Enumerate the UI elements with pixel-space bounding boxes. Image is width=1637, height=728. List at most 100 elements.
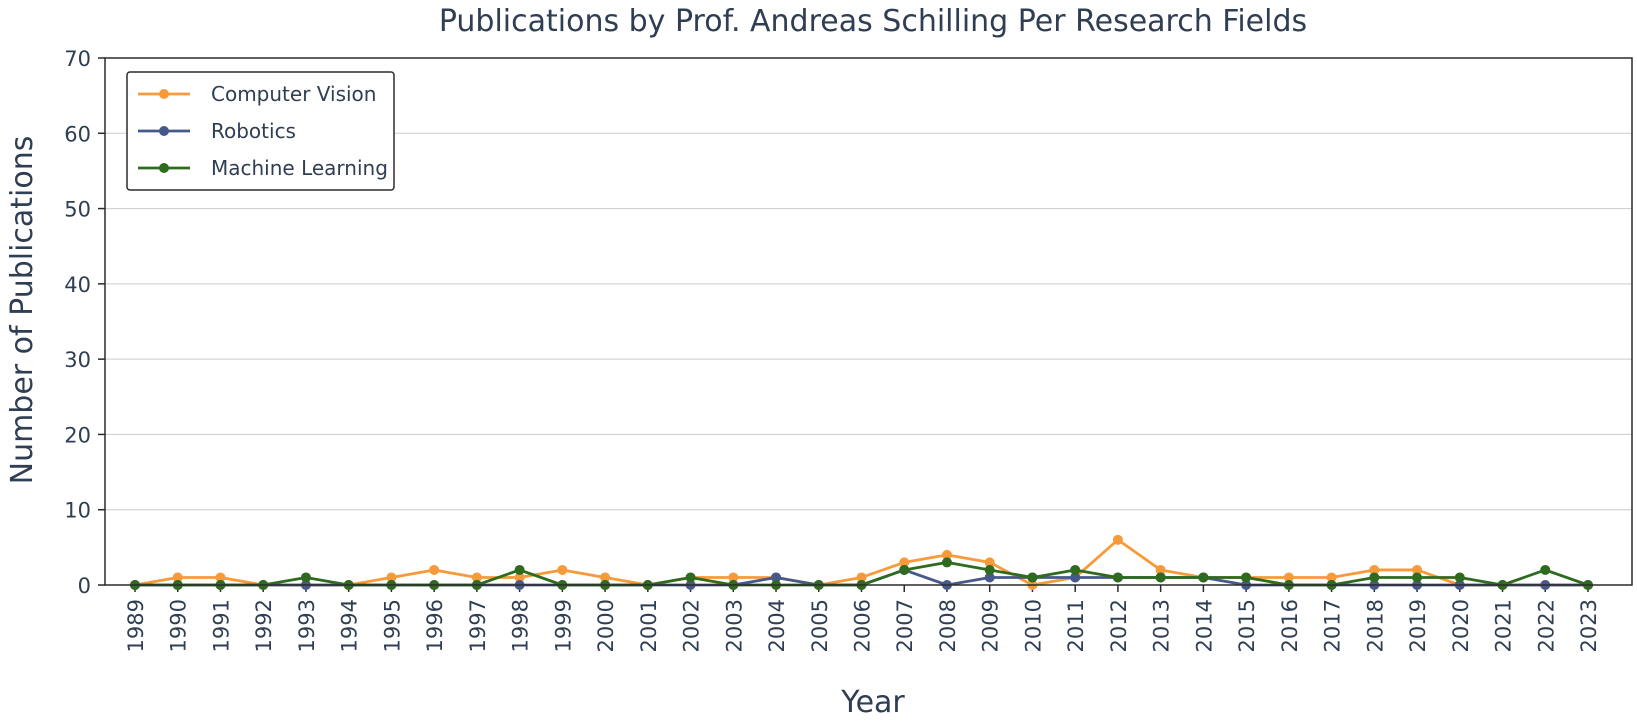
- x-tick-label: 2014: [1192, 599, 1216, 652]
- x-tick-label: 1992: [252, 599, 276, 652]
- x-tick-label: 1996: [423, 599, 447, 652]
- data-point: [300, 572, 311, 583]
- data-point: [1155, 564, 1166, 575]
- legend-item: Robotics: [138, 119, 296, 143]
- x-tick-label: 2007: [893, 599, 917, 652]
- x-tick-label: 2019: [1406, 599, 1430, 652]
- x-tick-label: 2017: [1321, 599, 1345, 652]
- x-axis: 1989 1990 1991 1992 1993 1994 1995 1996 1997 1998…: [124, 585, 1601, 652]
- y-tick-label: 20: [64, 423, 91, 447]
- x-tick-label: 1994: [338, 599, 362, 652]
- y-tick-label: 30: [64, 348, 91, 372]
- data-point: [1070, 564, 1081, 575]
- legend-swatch-marker: [159, 89, 169, 99]
- x-tick-label: 2018: [1363, 599, 1387, 652]
- x-tick-label: 2011: [1064, 599, 1088, 652]
- data-point: [941, 557, 952, 568]
- data-point: [1070, 572, 1081, 583]
- data-point: [172, 572, 183, 583]
- y-tick-label: 60: [64, 122, 91, 146]
- x-tick-label: 1990: [167, 599, 191, 652]
- x-tick-label: 2009: [979, 599, 1003, 652]
- y-axis-title: Number of Publications: [5, 136, 40, 485]
- legend-item: Machine Learning: [138, 156, 388, 180]
- y-tick-label: 0: [78, 574, 91, 598]
- data-point: [1241, 572, 1252, 583]
- data-point: [899, 557, 910, 568]
- data-point: [1112, 572, 1123, 583]
- legend-box: [126, 71, 395, 191]
- data-point: [1283, 572, 1294, 583]
- x-tick-label: 1999: [551, 599, 575, 652]
- data-point: [1155, 572, 1166, 583]
- x-tick-label: 1993: [295, 599, 319, 652]
- data-point: [984, 572, 995, 583]
- y-axis: 0 10 20 30 40 50 60 70: [64, 47, 105, 598]
- data-point: [1198, 572, 1209, 583]
- legend-label: Robotics: [211, 119, 296, 143]
- data-point: [856, 572, 867, 583]
- x-tick-label: 1998: [509, 599, 533, 652]
- data-point: [1540, 564, 1551, 575]
- data-point: [984, 564, 995, 575]
- data-point: [1412, 564, 1423, 575]
- y-tick-label: 70: [64, 47, 91, 71]
- chart-title: Publications by Prof. Andreas Schilling …: [439, 4, 1307, 39]
- x-tick-label: 1995: [380, 599, 404, 652]
- legend-label: Machine Learning: [211, 156, 388, 180]
- x-tick-label: 2015: [1235, 599, 1259, 652]
- x-tick-label: 2000: [594, 599, 618, 652]
- x-tick-label: 2004: [765, 599, 789, 652]
- y-tick-label: 10: [64, 499, 91, 523]
- x-axis-title: Year: [840, 685, 905, 720]
- data-point: [1112, 534, 1123, 545]
- x-tick-label: 1989: [124, 599, 148, 652]
- x-tick-label: 1991: [209, 599, 233, 652]
- plot-frame: [104, 57, 1633, 586]
- data-point: [941, 549, 952, 560]
- legend-item: Computer Vision: [138, 82, 376, 106]
- x-tick-label: 2006: [851, 599, 875, 652]
- x-tick-label: 2010: [1021, 599, 1045, 652]
- data-point: [1412, 572, 1423, 583]
- data-point: [771, 572, 782, 583]
- data-point: [728, 572, 739, 583]
- legend-swatch-marker: [159, 126, 169, 136]
- data-point: [514, 572, 525, 583]
- x-tick-label: 2003: [722, 599, 746, 652]
- data-point: [514, 564, 525, 575]
- x-tick-label: 1997: [466, 599, 490, 652]
- x-tick-label: 2002: [680, 599, 704, 652]
- x-tick-label: 2001: [637, 599, 661, 652]
- x-tick-label: 2021: [1492, 599, 1516, 652]
- legend: Computer Vision Robotics Machine Learning: [126, 71, 395, 191]
- x-tick-label: 2008: [936, 599, 960, 652]
- data-point: [1027, 572, 1038, 583]
- x-tick-label: 2022: [1534, 599, 1558, 652]
- data-point: [215, 572, 226, 583]
- y-tick-label: 40: [64, 273, 91, 297]
- data-point: [557, 564, 568, 575]
- x-tick-label: 2020: [1449, 599, 1473, 652]
- data-point: [386, 572, 397, 583]
- legend-label: Computer Vision: [211, 82, 376, 106]
- data-point: [600, 572, 611, 583]
- data-point: [1326, 572, 1337, 583]
- data-point: [685, 572, 696, 583]
- data-point: [1369, 572, 1380, 583]
- x-tick-label: 2023: [1577, 599, 1601, 652]
- data-point: [429, 564, 440, 575]
- data-point: [471, 572, 482, 583]
- x-tick-label: 2016: [1278, 599, 1302, 652]
- data-point: [1454, 572, 1465, 583]
- legend-swatch-marker: [159, 163, 169, 173]
- y-tick-label: 50: [64, 198, 91, 222]
- x-tick-label: 2012: [1107, 599, 1131, 652]
- data-point: [899, 564, 910, 575]
- x-tick-label: 2005: [808, 599, 832, 652]
- data-point: [1369, 564, 1380, 575]
- series-lines: [130, 534, 1593, 590]
- data-point: [984, 557, 995, 568]
